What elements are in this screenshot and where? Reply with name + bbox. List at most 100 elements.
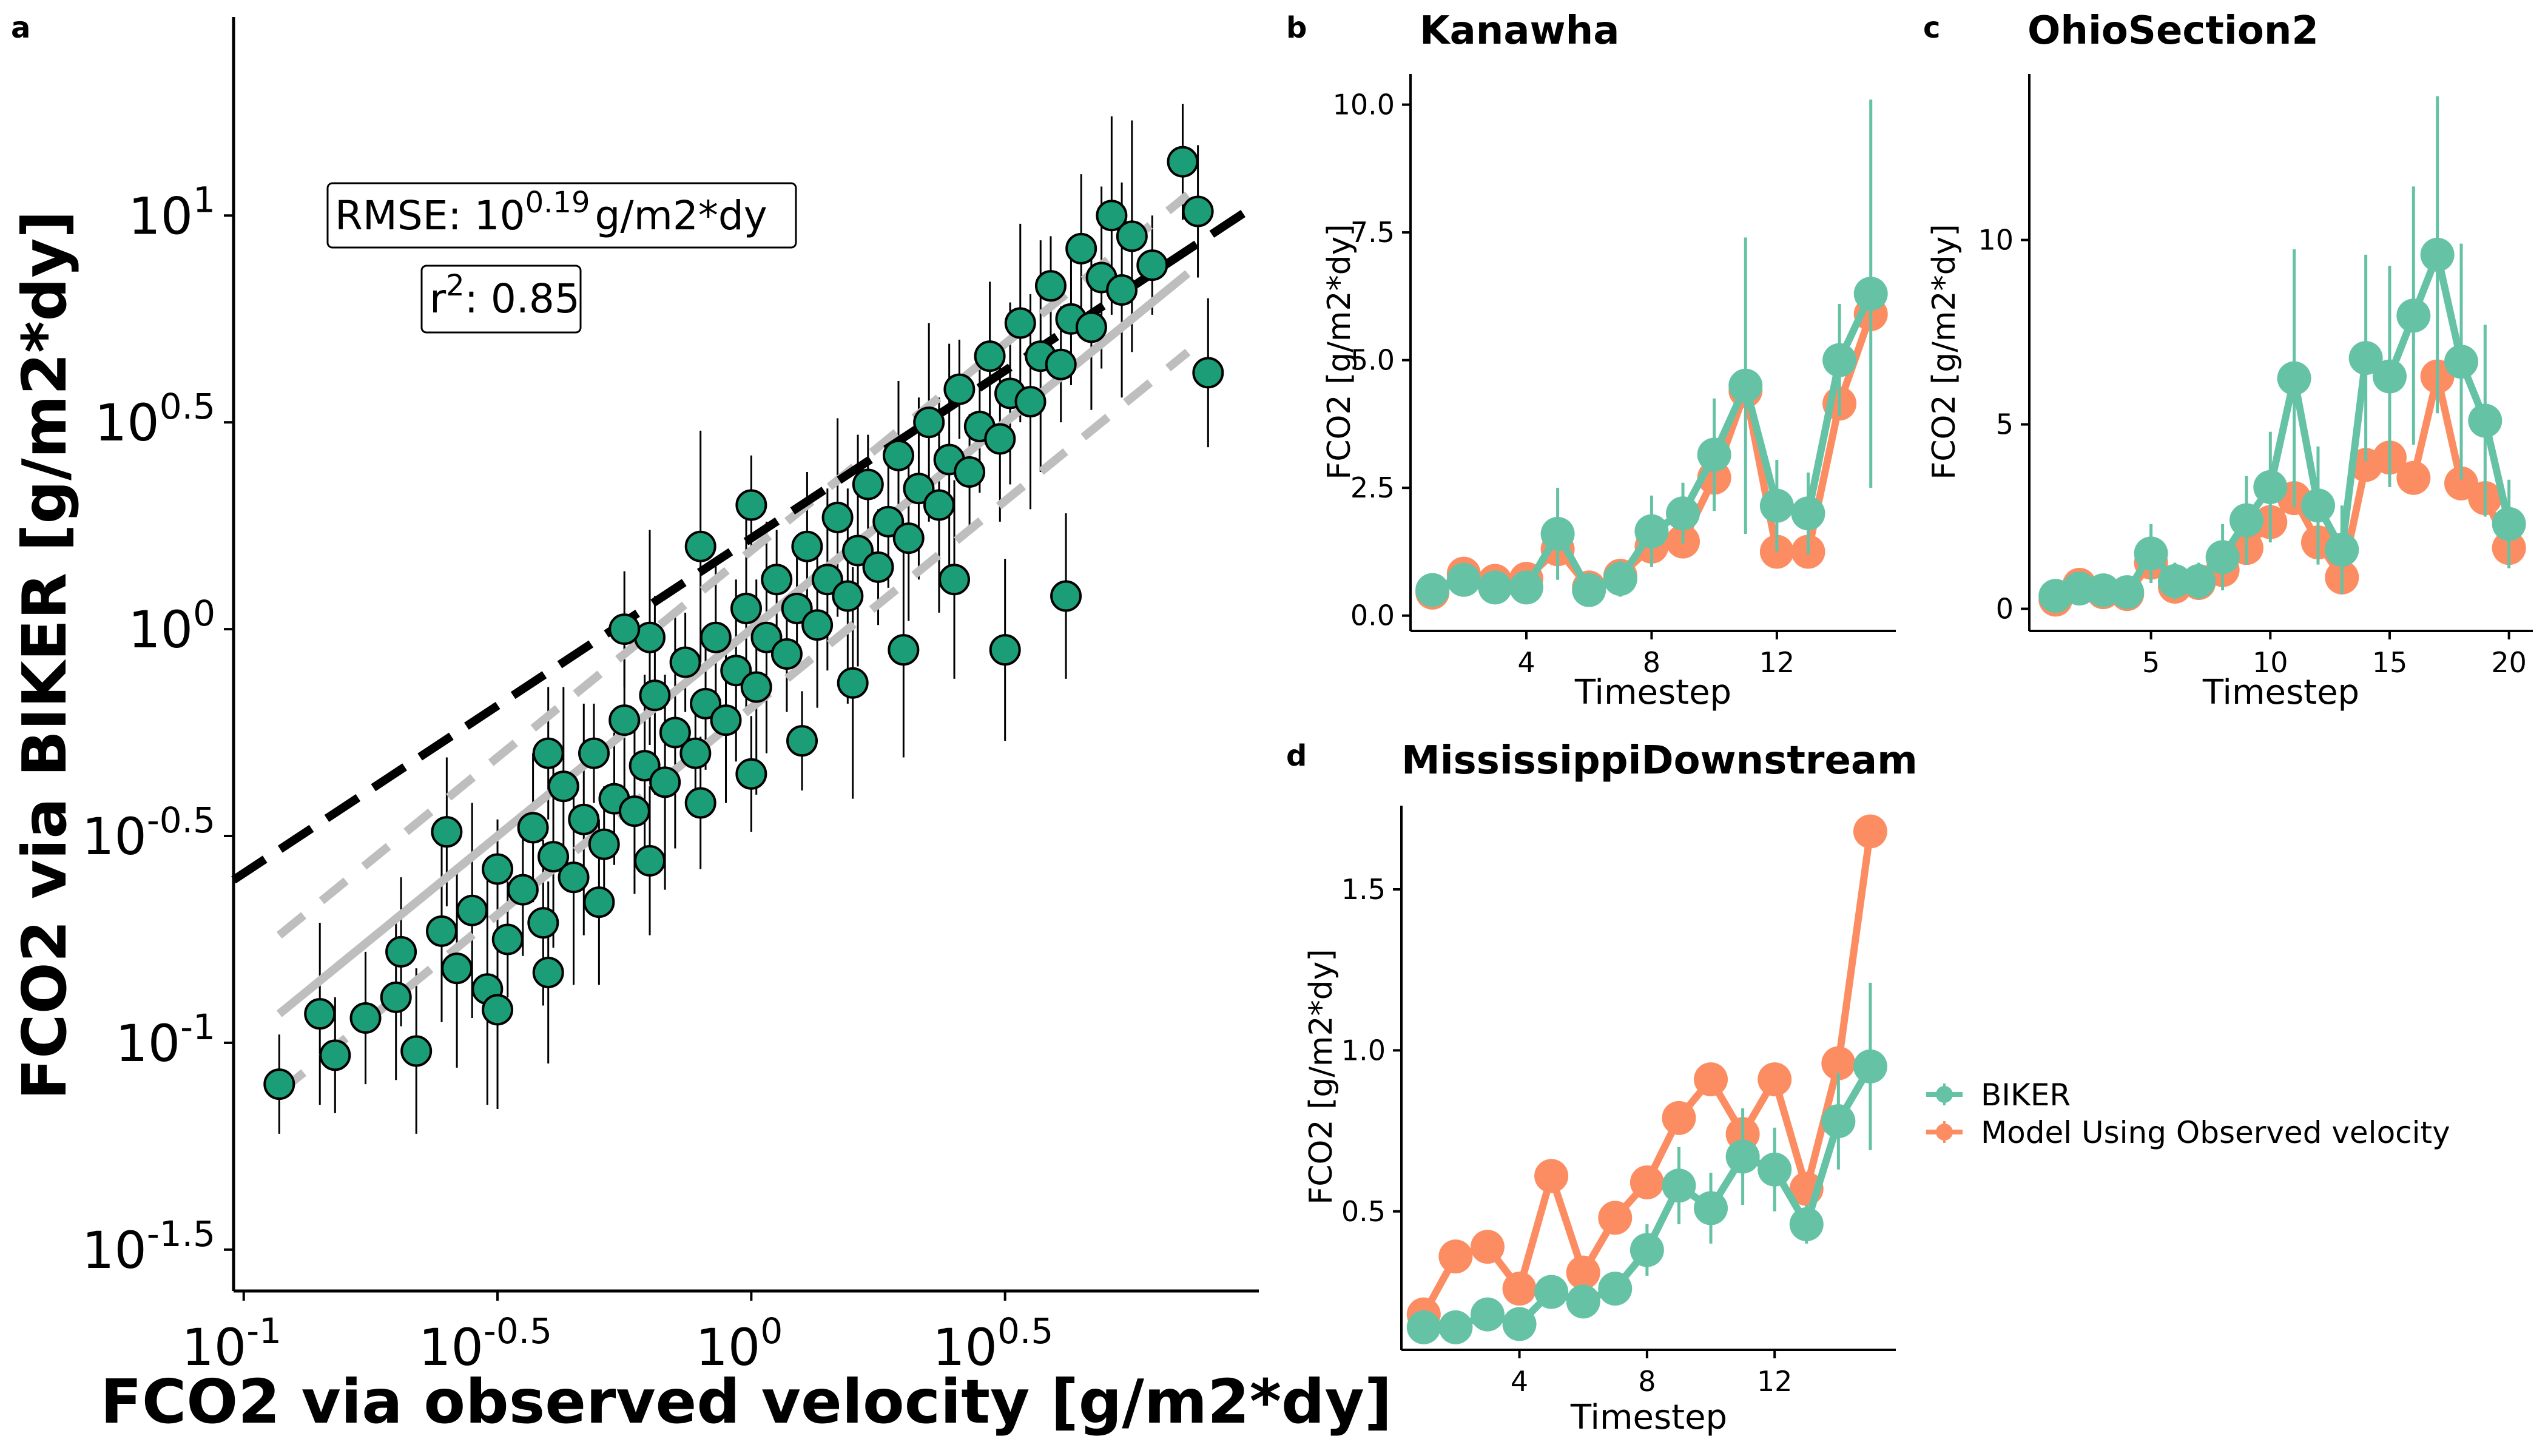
data-point [441, 952, 473, 985]
b-series-point [1759, 488, 1794, 523]
data-point [984, 423, 1016, 455]
data-point [684, 787, 716, 819]
b-y-tick-label: 0.0 [1350, 599, 1395, 632]
rmse-suffix: g/m2*dy [595, 192, 767, 239]
a-x-tick-label: 100 [695, 1310, 783, 1377]
data-point [532, 957, 564, 988]
b-series-point [1728, 368, 1763, 403]
d-series-point [1438, 1310, 1473, 1344]
data-point [989, 634, 1021, 666]
a-x-tick-label: 10-1 [181, 1310, 281, 1377]
data-point [770, 638, 803, 670]
upper-band-line [276, 191, 1191, 939]
data-point [649, 766, 681, 798]
data-point [482, 994, 514, 1026]
b-series-point [1603, 562, 1637, 596]
c-x-tick-label: 15 [2372, 646, 2408, 679]
c-series-point [2325, 533, 2359, 567]
c-series-point [2420, 237, 2455, 272]
c-series-point [2205, 540, 2240, 575]
a-y-tick-label: 101 [128, 179, 215, 246]
data-point [1014, 386, 1046, 418]
r2-box [420, 265, 582, 334]
data-point [1167, 146, 1199, 178]
panel-label-a: a [11, 11, 30, 45]
data-point [629, 750, 661, 782]
c-title: OhioSection2 [2027, 8, 2319, 53]
d-series-point [1789, 1207, 1824, 1241]
panel-label-b: b [1286, 11, 1307, 45]
d-series-point [1630, 1165, 1664, 1199]
b-series-point [1415, 573, 1450, 607]
data-point [385, 935, 417, 968]
data-point [832, 580, 864, 612]
d-x-axis-label: Timestep [1570, 1398, 1727, 1437]
data-point [1136, 249, 1168, 281]
c-series-point [2300, 488, 2335, 523]
legend-biker-label: BIKER [1981, 1077, 2071, 1113]
data-point [568, 803, 600, 835]
b-series-point [1791, 496, 1825, 531]
d-y-axis-label: FCO2 [g/m2*dy] [1303, 949, 1340, 1204]
rmse-annotation: RMSE: 100.19 g/m2*dy [335, 186, 767, 239]
c-y-tick-label: 5 [1996, 408, 2014, 441]
b-x-axis-label: Timestep [1574, 673, 1731, 712]
b-series-point [1572, 573, 1606, 607]
b-series-point [1540, 516, 1575, 551]
b-series-point [1853, 277, 1888, 311]
data-point [801, 609, 834, 641]
d-series-point [1725, 1139, 1760, 1174]
data-point [954, 456, 986, 488]
data-point [882, 439, 914, 471]
data-point [684, 530, 716, 562]
data-point [699, 621, 732, 653]
data-point [507, 874, 539, 906]
d-y-tick-label: 1.5 [1341, 873, 1386, 906]
data-point [426, 915, 458, 947]
c-series-point [2492, 507, 2526, 541]
c-y-axis-label: FCO2 [g/m2*dy] [1926, 224, 1963, 479]
c-series-point [2348, 341, 2383, 376]
d-x-tick-label: 8 [1638, 1365, 1656, 1398]
r2-exp: 2 [446, 269, 465, 303]
data-point [1050, 580, 1082, 612]
b-series-point [1822, 343, 1857, 377]
d-series-point [1662, 1100, 1696, 1135]
data-point [821, 502, 854, 533]
a-y-tick-label: 100.5 [95, 386, 215, 453]
data-point [781, 593, 813, 624]
c-x-axis-label: Timestep [2202, 673, 2359, 712]
data-point [750, 621, 783, 653]
b-series-point [1634, 514, 1669, 548]
d-series-point [1566, 1255, 1600, 1290]
b-series-point [1697, 437, 1731, 472]
data-point [872, 505, 905, 538]
data-point [735, 489, 767, 521]
data-point [431, 816, 463, 848]
d-series-point [1853, 1049, 1887, 1084]
b-x-tick-label: 12 [1759, 646, 1795, 679]
d-series-point [1821, 1046, 1856, 1080]
d-series-point [1694, 1062, 1728, 1097]
data-point [1096, 200, 1128, 232]
data-point [791, 530, 823, 562]
data-point [1034, 270, 1067, 302]
legend-item-model: Model Using Observed velocity [1926, 1115, 2450, 1150]
data-point [578, 737, 610, 769]
data-point [842, 534, 874, 567]
data-point [943, 373, 976, 405]
c-series-point [2229, 503, 2263, 538]
d-series-point [1758, 1062, 1792, 1097]
data-point [608, 613, 641, 645]
c-series-point [2444, 345, 2478, 379]
b-y-tick-label: 5.0 [1350, 344, 1395, 377]
d-series-point [1598, 1201, 1633, 1235]
data-point [380, 981, 412, 1013]
data-point [862, 551, 894, 583]
data-point [547, 770, 579, 803]
data-point [679, 737, 712, 769]
data-point [588, 828, 620, 860]
data-point [319, 1039, 351, 1071]
d-y-tick-label: 0.5 [1341, 1195, 1386, 1228]
r2-suffix: : 0.85 [465, 275, 580, 322]
